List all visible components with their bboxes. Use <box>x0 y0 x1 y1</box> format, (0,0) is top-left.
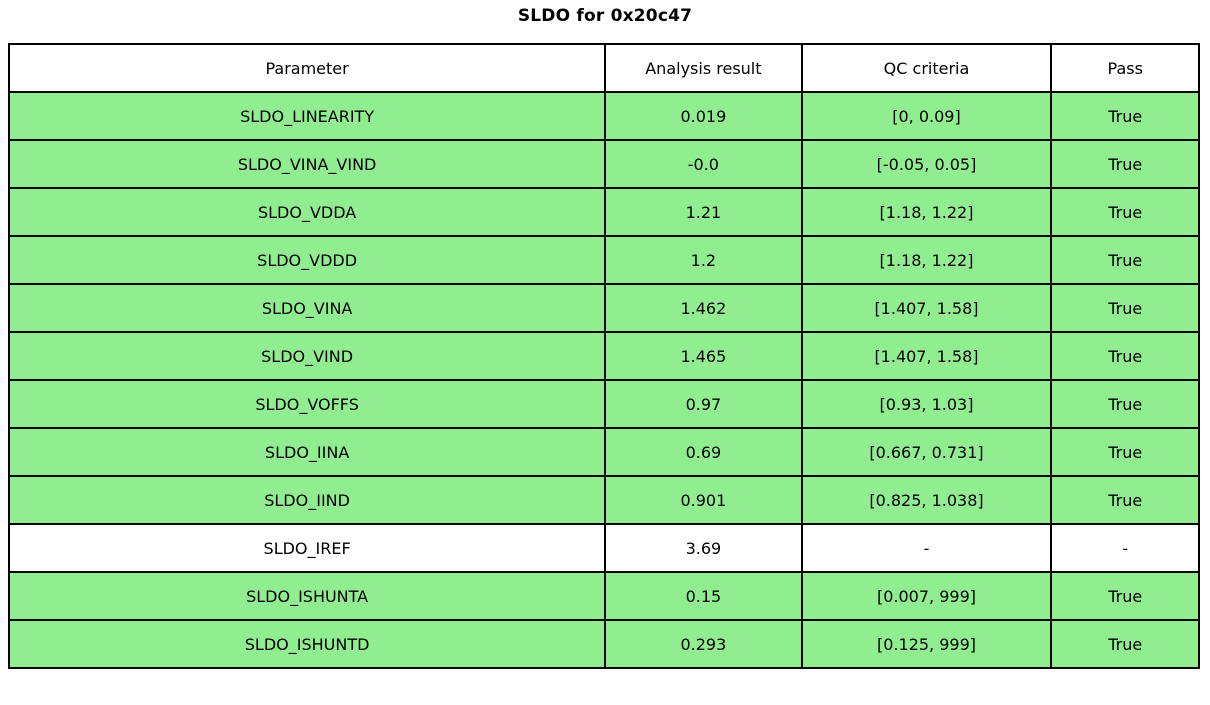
criteria-cell: [0.825, 1.038] <box>800 475 1053 525</box>
pass-cell: True <box>1050 235 1200 285</box>
parameter-cell: SLDO_VIND <box>7 331 607 381</box>
header-pass: Pass <box>1050 43 1200 93</box>
header-parameter: Parameter <box>7 43 607 93</box>
page-title: SLDO for 0x20c47 <box>517 6 693 26</box>
table-row: SLDO_VIND 1.465 [1.407, 1.58] True <box>7 331 1200 381</box>
result-cell: 1.21 <box>604 187 803 237</box>
criteria-cell: [1.18, 1.22] <box>800 187 1053 237</box>
result-cell: 0.15 <box>604 571 803 621</box>
parameter-cell: SLDO_IINA <box>7 427 607 477</box>
parameter-cell: SLDO_IIND <box>7 475 607 525</box>
pass-cell: True <box>1050 187 1200 237</box>
parameter-cell: SLDO_VINA_VIND <box>7 139 607 189</box>
result-cell: 1.2 <box>604 235 803 285</box>
table-row: SLDO_VOFFS 0.97 [0.93, 1.03] True <box>7 379 1200 429</box>
pass-cell: True <box>1050 283 1200 333</box>
pass-cell: True <box>1050 619 1200 669</box>
table-header-row: Parameter Analysis result QC criteria Pa… <box>7 43 1200 93</box>
pass-cell: True <box>1050 379 1200 429</box>
table-row: SLDO_IREF 3.69 - - <box>7 523 1200 573</box>
pass-cell: True <box>1050 427 1200 477</box>
table-row: SLDO_LINEARITY 0.019 [0, 0.09] True <box>7 91 1200 141</box>
table-row: SLDO_ISHUNTD 0.293 [0.125, 999] True <box>7 619 1200 669</box>
pass-cell: True <box>1050 91 1200 141</box>
pass-cell: - <box>1050 523 1200 573</box>
result-cell: 1.465 <box>604 331 803 381</box>
criteria-cell: [0.93, 1.03] <box>800 379 1053 429</box>
parameter-cell: SLDO_VOFFS <box>7 379 607 429</box>
criteria-cell: [0.007, 999] <box>800 571 1053 621</box>
criteria-cell: [0.125, 999] <box>800 619 1053 669</box>
criteria-cell: [0, 0.09] <box>800 91 1053 141</box>
table-row: SLDO_IINA 0.69 [0.667, 0.731] True <box>7 427 1200 477</box>
pass-cell: True <box>1050 331 1200 381</box>
result-cell: 0.97 <box>604 379 803 429</box>
result-cell: 0.901 <box>604 475 803 525</box>
table-row: SLDO_ISHUNTA 0.15 [0.007, 999] True <box>7 571 1200 621</box>
result-cell: 0.69 <box>604 427 803 477</box>
parameter-cell: SLDO_VDDD <box>7 235 607 285</box>
parameter-cell: SLDO_ISHUNTD <box>7 619 607 669</box>
result-cell: 1.462 <box>604 283 803 333</box>
criteria-cell: - <box>800 523 1053 573</box>
table-row: SLDO_VINA 1.462 [1.407, 1.58] True <box>7 283 1200 333</box>
table-row: SLDO_VDDA 1.21 [1.18, 1.22] True <box>7 187 1200 237</box>
header-qc-criteria: QC criteria <box>800 43 1053 93</box>
criteria-cell: [1.18, 1.22] <box>800 235 1053 285</box>
criteria-cell: [1.407, 1.58] <box>800 331 1053 381</box>
table-row: SLDO_VDDD 1.2 [1.18, 1.22] True <box>7 235 1200 285</box>
table-row: SLDO_IIND 0.901 [0.825, 1.038] True <box>7 475 1200 525</box>
pass-cell: True <box>1050 571 1200 621</box>
result-cell: 3.69 <box>604 523 803 573</box>
result-cell: 0.019 <box>604 91 803 141</box>
pass-cell: True <box>1050 475 1200 525</box>
parameter-cell: SLDO_VDDA <box>7 187 607 237</box>
criteria-cell: [0.667, 0.731] <box>800 427 1053 477</box>
parameter-cell: SLDO_IREF <box>7 523 607 573</box>
parameter-cell: SLDO_LINEARITY <box>7 91 607 141</box>
pass-cell: True <box>1050 139 1200 189</box>
qc-results-table: Parameter Analysis result QC criteria Pa… <box>7 43 1200 669</box>
parameter-cell: SLDO_ISHUNTA <box>7 571 607 621</box>
result-cell: 0.293 <box>604 619 803 669</box>
table-row: SLDO_VINA_VIND -0.0 [-0.05, 0.05] True <box>7 139 1200 189</box>
result-cell: -0.0 <box>604 139 803 189</box>
parameter-cell: SLDO_VINA <box>7 283 607 333</box>
header-analysis-result: Analysis result <box>604 43 803 93</box>
criteria-cell: [-0.05, 0.05] <box>800 139 1053 189</box>
criteria-cell: [1.407, 1.58] <box>800 283 1053 333</box>
